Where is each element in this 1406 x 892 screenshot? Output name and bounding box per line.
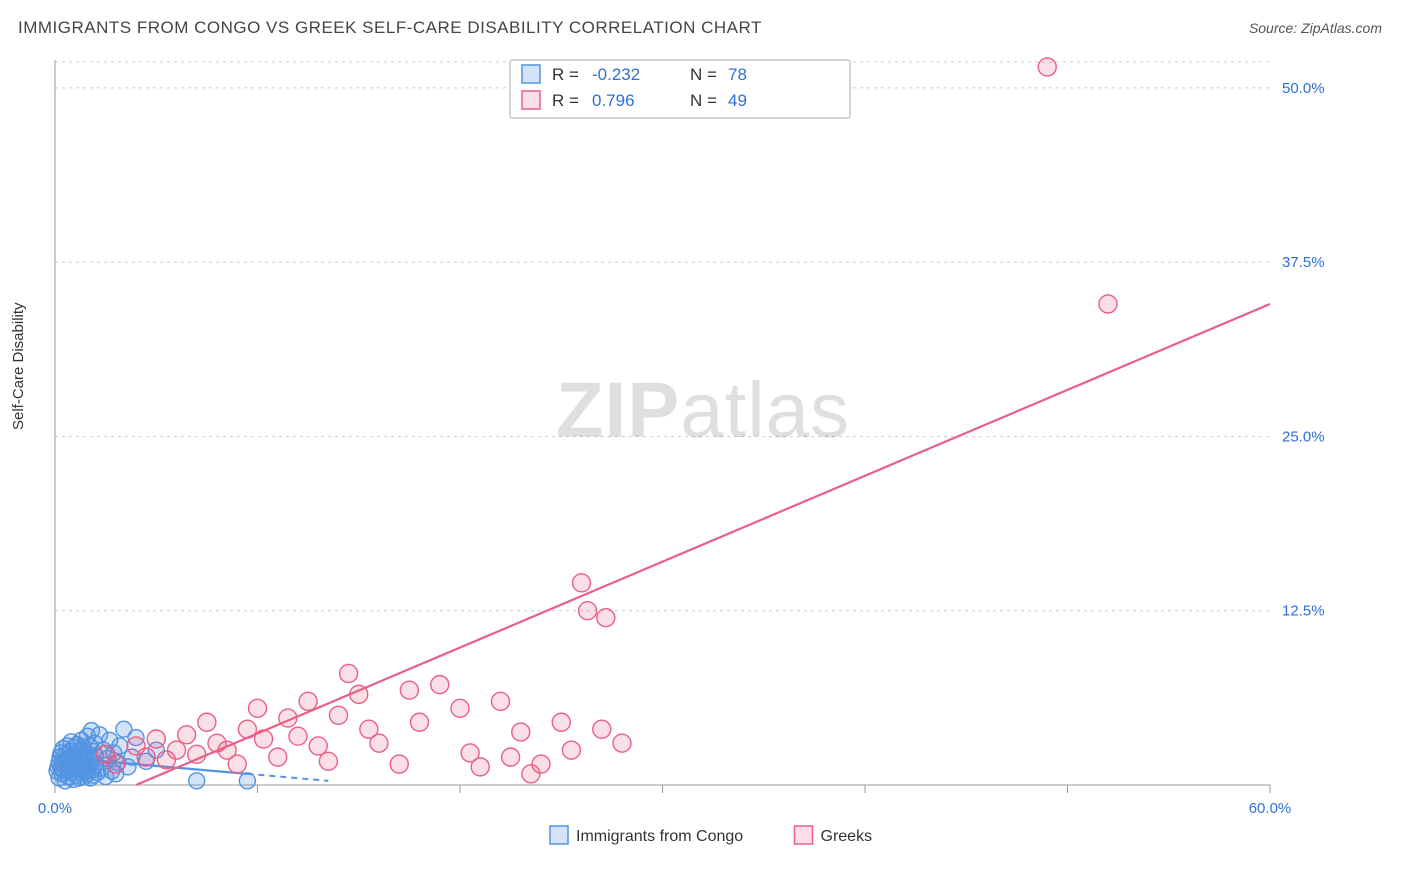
chart-title: IMMIGRANTS FROM CONGO VS GREEK SELF-CARE… <box>18 18 762 38</box>
svg-text:50.0%: 50.0% <box>1282 80 1325 97</box>
chart-container: IMMIGRANTS FROM CONGO VS GREEK SELF-CARE… <box>0 0 1406 892</box>
scatter-plot: 12.5%25.0%37.5%50.0%0.0%60.0%R =-0.232N … <box>50 55 1340 830</box>
svg-text:N =: N = <box>690 65 717 84</box>
svg-text:Immigrants from Congo: Immigrants from Congo <box>576 828 743 845</box>
svg-text:37.5%: 37.5% <box>1282 254 1325 271</box>
svg-text:78: 78 <box>728 65 747 84</box>
source-name: ZipAtlas.com <box>1301 20 1382 36</box>
svg-text:0.796: 0.796 <box>592 91 635 110</box>
svg-text:0.0%: 0.0% <box>38 800 72 817</box>
svg-text:R =: R = <box>552 91 579 110</box>
svg-text:49: 49 <box>728 91 747 110</box>
svg-text:Greeks: Greeks <box>821 828 873 845</box>
svg-text:12.5%: 12.5% <box>1282 603 1325 620</box>
svg-text:N =: N = <box>690 91 717 110</box>
y-axis-label: Self-Care Disability <box>10 302 27 430</box>
source-label: Source: <box>1249 20 1301 36</box>
svg-text:R =: R = <box>552 65 579 84</box>
plot-svg: 12.5%25.0%37.5%50.0%0.0%60.0%R =-0.232N … <box>50 55 1340 830</box>
source-credit: Source: ZipAtlas.com <box>1249 20 1382 36</box>
svg-text:-0.232: -0.232 <box>592 65 640 84</box>
svg-text:60.0%: 60.0% <box>1249 800 1292 817</box>
svg-text:25.0%: 25.0% <box>1282 428 1325 445</box>
